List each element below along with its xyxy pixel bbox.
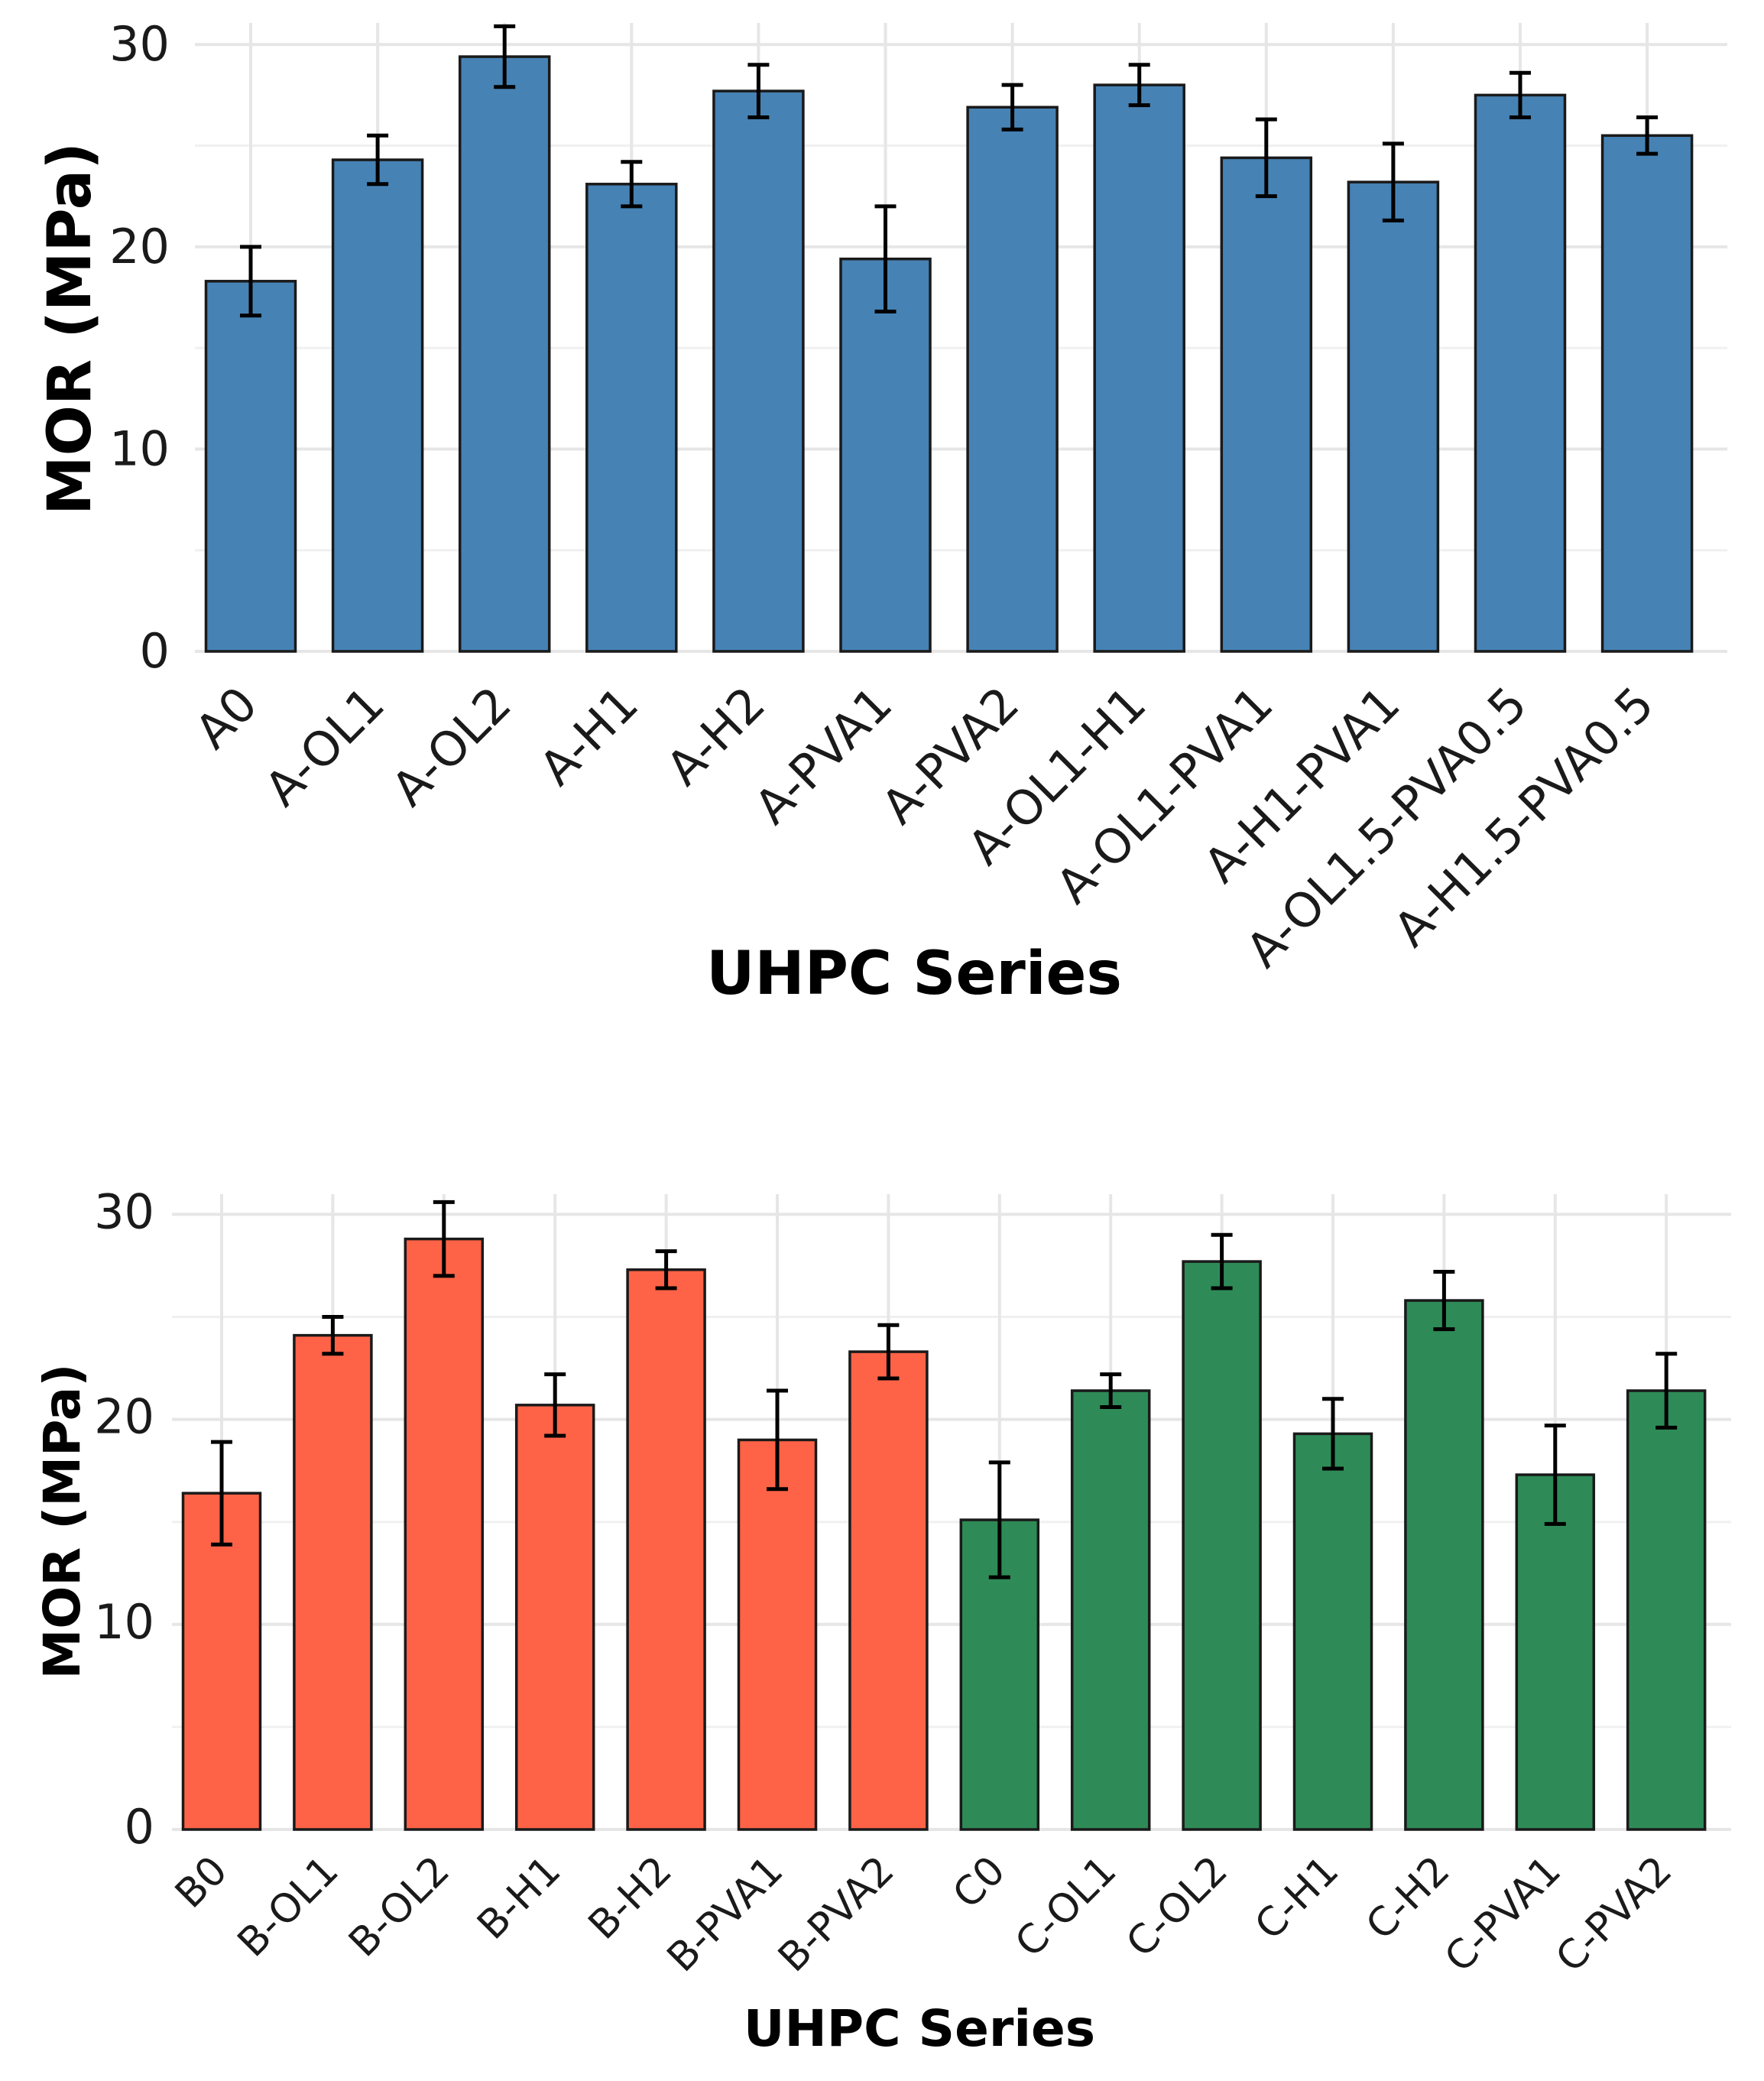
error-bar-c-pva2	[1655, 1352, 1678, 1430]
bar-a-h1-pva1	[1347, 180, 1440, 653]
error-bar-a-ol2	[494, 24, 516, 89]
x-tick-label: A-H2	[656, 676, 776, 796]
y-tick-label: 20	[94, 1389, 154, 1445]
y-tick-label: 0	[140, 623, 170, 679]
bar-b-h1	[514, 1404, 595, 1831]
error-bar-a-ol1-5-pva0-5	[1509, 70, 1531, 119]
x-tick-label: C-OL2	[1118, 1848, 1237, 1966]
x-tick-label: B-OL1	[229, 1848, 348, 1966]
error-bar-a-h1	[621, 160, 643, 209]
bar-a0	[204, 280, 297, 653]
error-bar-a-pva2	[1001, 83, 1023, 131]
y-tick-label: 10	[109, 420, 170, 476]
error-bar-a-ol1-h1	[1128, 63, 1150, 108]
bar-a-ol1-h1	[1093, 83, 1185, 653]
y-axis-title: MOR (MPa)	[36, 142, 105, 515]
error-bar-b-ol2	[433, 1200, 455, 1278]
error-bar-c-ol2	[1211, 1232, 1233, 1290]
error-bar-b0	[211, 1440, 232, 1547]
x-tick-label: C-H1	[1247, 1848, 1347, 1949]
bar-a-pva1	[839, 257, 932, 653]
x-tick-label: A-OL1	[254, 676, 395, 817]
bar-b-pva1	[737, 1438, 818, 1831]
x-tick-label: B-PVA1	[659, 1848, 792, 1981]
bar-b-pva2	[848, 1350, 929, 1831]
x-tick-label: B-H2	[580, 1848, 681, 1949]
y-tick-label: 10	[94, 1594, 154, 1650]
errorbars-layer	[240, 24, 1659, 318]
error-bar-b-pva1	[767, 1388, 788, 1492]
bar-a-ol1-5-pva0-5	[1474, 93, 1567, 653]
x-axis-title: UHPC Series	[744, 1999, 1095, 2058]
x-tick-label: A-PVA1	[744, 676, 903, 835]
x-axis-title: UHPC Series	[706, 940, 1122, 1008]
y-axis-title: MOR (MPa)	[33, 1364, 92, 1680]
x-tick-label: C-OL1	[1007, 1848, 1125, 1966]
y-tick-label: 20	[109, 219, 170, 274]
bar-c-ol1	[1070, 1389, 1151, 1831]
bar-b-h2	[626, 1268, 706, 1831]
bar-b-ol1	[293, 1333, 373, 1831]
x-tick-label: B-PVA2	[770, 1848, 903, 1981]
bar-c-ol2	[1182, 1260, 1262, 1831]
error-bar-c-h1	[1322, 1397, 1344, 1471]
yticks-layer: 0 10 20 30	[109, 16, 170, 679]
error-bar-a-h1-5-pva0-5	[1636, 115, 1659, 156]
error-bar-b-h2	[655, 1249, 677, 1290]
x-tick-label: C-PVA2	[1547, 1848, 1681, 1982]
bar-a-h2	[712, 89, 805, 653]
x-tick-label: A-OL2	[381, 676, 522, 817]
error-bar-c-ol1	[1100, 1372, 1122, 1410]
bar-c-h1	[1292, 1432, 1373, 1831]
errorbars-layer	[211, 1200, 1678, 1579]
x-tick-label: A-H1	[529, 676, 649, 796]
y-tick-label: 0	[125, 1799, 154, 1855]
bar-b0	[181, 1492, 262, 1831]
error-bar-b-pva2	[877, 1323, 900, 1381]
x-tick-label: C-H2	[1357, 1848, 1458, 1949]
error-bar-c-h2	[1433, 1270, 1455, 1332]
x-tick-label: B0	[167, 1848, 236, 1917]
error-bar-b-ol1	[322, 1315, 344, 1356]
error-bar-a-ol1	[367, 133, 389, 187]
error-bar-c0	[988, 1460, 1010, 1579]
x-tick-label: C-PVA1	[1436, 1848, 1570, 1982]
x-tick-label: C0	[944, 1848, 1014, 1918]
bar-b-ol2	[404, 1237, 485, 1831]
y-tick-label: 30	[94, 1183, 154, 1239]
error-bar-a-ol1-pva1	[1255, 117, 1277, 199]
error-bar-a-pva1	[874, 204, 897, 313]
bar-a-h1-5-pva0-5	[1600, 134, 1694, 653]
bar-a-ol1-pva1	[1220, 156, 1313, 653]
bar-a-ol2	[458, 55, 551, 653]
bar-a-pva2	[966, 106, 1059, 653]
y-tick-label: 30	[109, 16, 170, 72]
error-bar-a0	[240, 245, 261, 318]
error-bar-c-pva1	[1544, 1424, 1566, 1526]
bar-a-ol1	[331, 158, 424, 653]
bar-c-h2	[1404, 1299, 1484, 1831]
error-bar-b-h1	[544, 1372, 566, 1438]
error-bar-a-h2	[747, 63, 770, 119]
error-bar-a-h1-pva1	[1382, 141, 1404, 222]
bars-layer	[181, 1237, 1707, 1831]
x-tick-label: B-OL2	[340, 1848, 459, 1966]
bar-a-h1	[585, 183, 678, 653]
x-tick-label: A0	[184, 676, 268, 760]
x-tick-label: B-H1	[469, 1848, 569, 1949]
yticks-layer: 0 10 20 30	[94, 1183, 154, 1855]
bar-c-pva2	[1626, 1389, 1707, 1831]
bar-c-pva1	[1515, 1473, 1596, 1831]
